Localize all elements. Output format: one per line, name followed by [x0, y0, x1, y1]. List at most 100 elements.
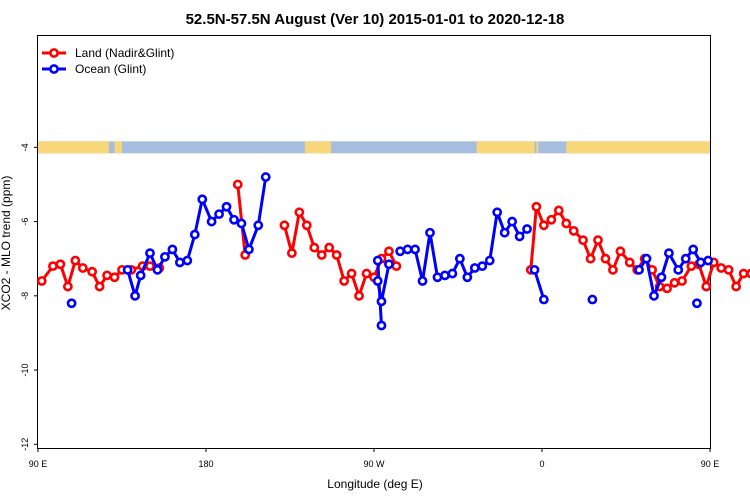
data-point: [339, 276, 350, 286]
data-point: [324, 242, 335, 253]
x-axis: 90 E 180 90 W 0 90 E: [29, 448, 720, 469]
data-point: [36, 276, 47, 286]
data-point: [677, 276, 687, 286]
data-point: [692, 298, 702, 309]
data-point: [301, 220, 312, 231]
data-point: [656, 272, 667, 283]
data-point: [372, 255, 383, 266]
data-point: [507, 216, 518, 227]
y-tick-label: -8: [20, 292, 30, 300]
data-point: [593, 235, 603, 246]
data-point: [514, 231, 525, 242]
data-point: [662, 283, 672, 294]
series-ocean: [66, 172, 714, 331]
x-tick-label: 90 E: [29, 459, 48, 469]
data-point: [587, 294, 598, 305]
series-land: [36, 179, 750, 301]
data-point: [561, 218, 572, 229]
data-point: [48, 261, 58, 272]
data-point: [109, 272, 120, 283]
data-point: [346, 268, 357, 279]
land-ocean-band: [38, 141, 710, 154]
plot-frame: [37, 35, 711, 449]
data-point: [160, 251, 170, 262]
data-point: [568, 225, 579, 236]
data-point: [641, 253, 652, 264]
data-point: [686, 261, 697, 272]
data-point: [731, 281, 742, 292]
data-point: [145, 248, 155, 259]
data-point: [469, 263, 480, 273]
series-line: [533, 269, 546, 300]
data-point: [189, 229, 200, 240]
data-point: [77, 263, 88, 273]
land-segment: [114, 141, 122, 154]
data-point: [372, 276, 383, 286]
data-point: [634, 264, 644, 275]
data-point: [94, 281, 105, 292]
x-tick-label: 0: [539, 459, 544, 469]
chart-title: 52.5N-57.5N August (Ver 10) 2015-01-01 t…: [186, 11, 565, 28]
series-line: [637, 247, 709, 298]
x-tick-label: 180: [198, 459, 213, 469]
y-tick-label: -4: [20, 143, 30, 151]
data-point: [62, 281, 73, 292]
land-segment: [476, 141, 535, 154]
data-point: [746, 268, 750, 279]
data-point: [585, 253, 596, 264]
data-point: [688, 244, 699, 255]
legend-marker: [49, 48, 59, 58]
data-point: [384, 246, 394, 257]
data-point: [391, 261, 402, 272]
data-point: [477, 261, 488, 272]
data-point: [664, 248, 674, 259]
y-tick-label: -12: [20, 438, 30, 451]
data-point: [673, 264, 684, 275]
land-segment: [38, 141, 109, 154]
data-point: [723, 264, 734, 275]
data-point: [522, 224, 532, 234]
y-axis-label: XCO2 - MLO trend (ppm): [0, 176, 13, 311]
data-point: [462, 272, 473, 283]
data-point: [615, 246, 626, 257]
data-point: [331, 250, 342, 260]
data-point: [425, 227, 435, 238]
data-point: [152, 264, 163, 275]
data-point: [206, 216, 217, 227]
data-point: [376, 320, 387, 331]
data-point: [531, 201, 542, 212]
data-point: [738, 268, 749, 279]
ocean-band: [38, 141, 710, 154]
data-point: [703, 255, 714, 266]
data-point: [66, 298, 77, 309]
data-point: [135, 270, 146, 281]
data-point: [229, 214, 239, 225]
data-point: [669, 277, 680, 288]
data-point: [232, 179, 243, 190]
land-segment: [304, 141, 332, 154]
data-point: [546, 214, 557, 225]
x-tick-label: 90 E: [701, 459, 720, 469]
series-layer: [36, 172, 750, 331]
data-point: [538, 220, 549, 231]
data-point: [130, 290, 140, 301]
land-segment: [536, 141, 539, 154]
data-point: [529, 264, 540, 275]
data-point: [244, 244, 254, 255]
y-tick-label: -10: [20, 364, 30, 377]
data-point: [253, 220, 264, 231]
data-point: [578, 235, 588, 246]
data-point: [608, 264, 618, 275]
data-point: [649, 290, 659, 301]
legend-marker: [49, 64, 59, 74]
data-point: [316, 250, 327, 260]
data-point: [236, 218, 247, 229]
data-point: [87, 266, 98, 277]
x-tick-label: 90 W: [363, 459, 385, 469]
data-point: [417, 276, 428, 286]
data-point: [410, 244, 420, 255]
data-point: [309, 242, 320, 253]
data-point: [145, 261, 155, 272]
legend-label: Land (Nadir&Glint): [75, 46, 174, 60]
data-point: [174, 257, 185, 268]
